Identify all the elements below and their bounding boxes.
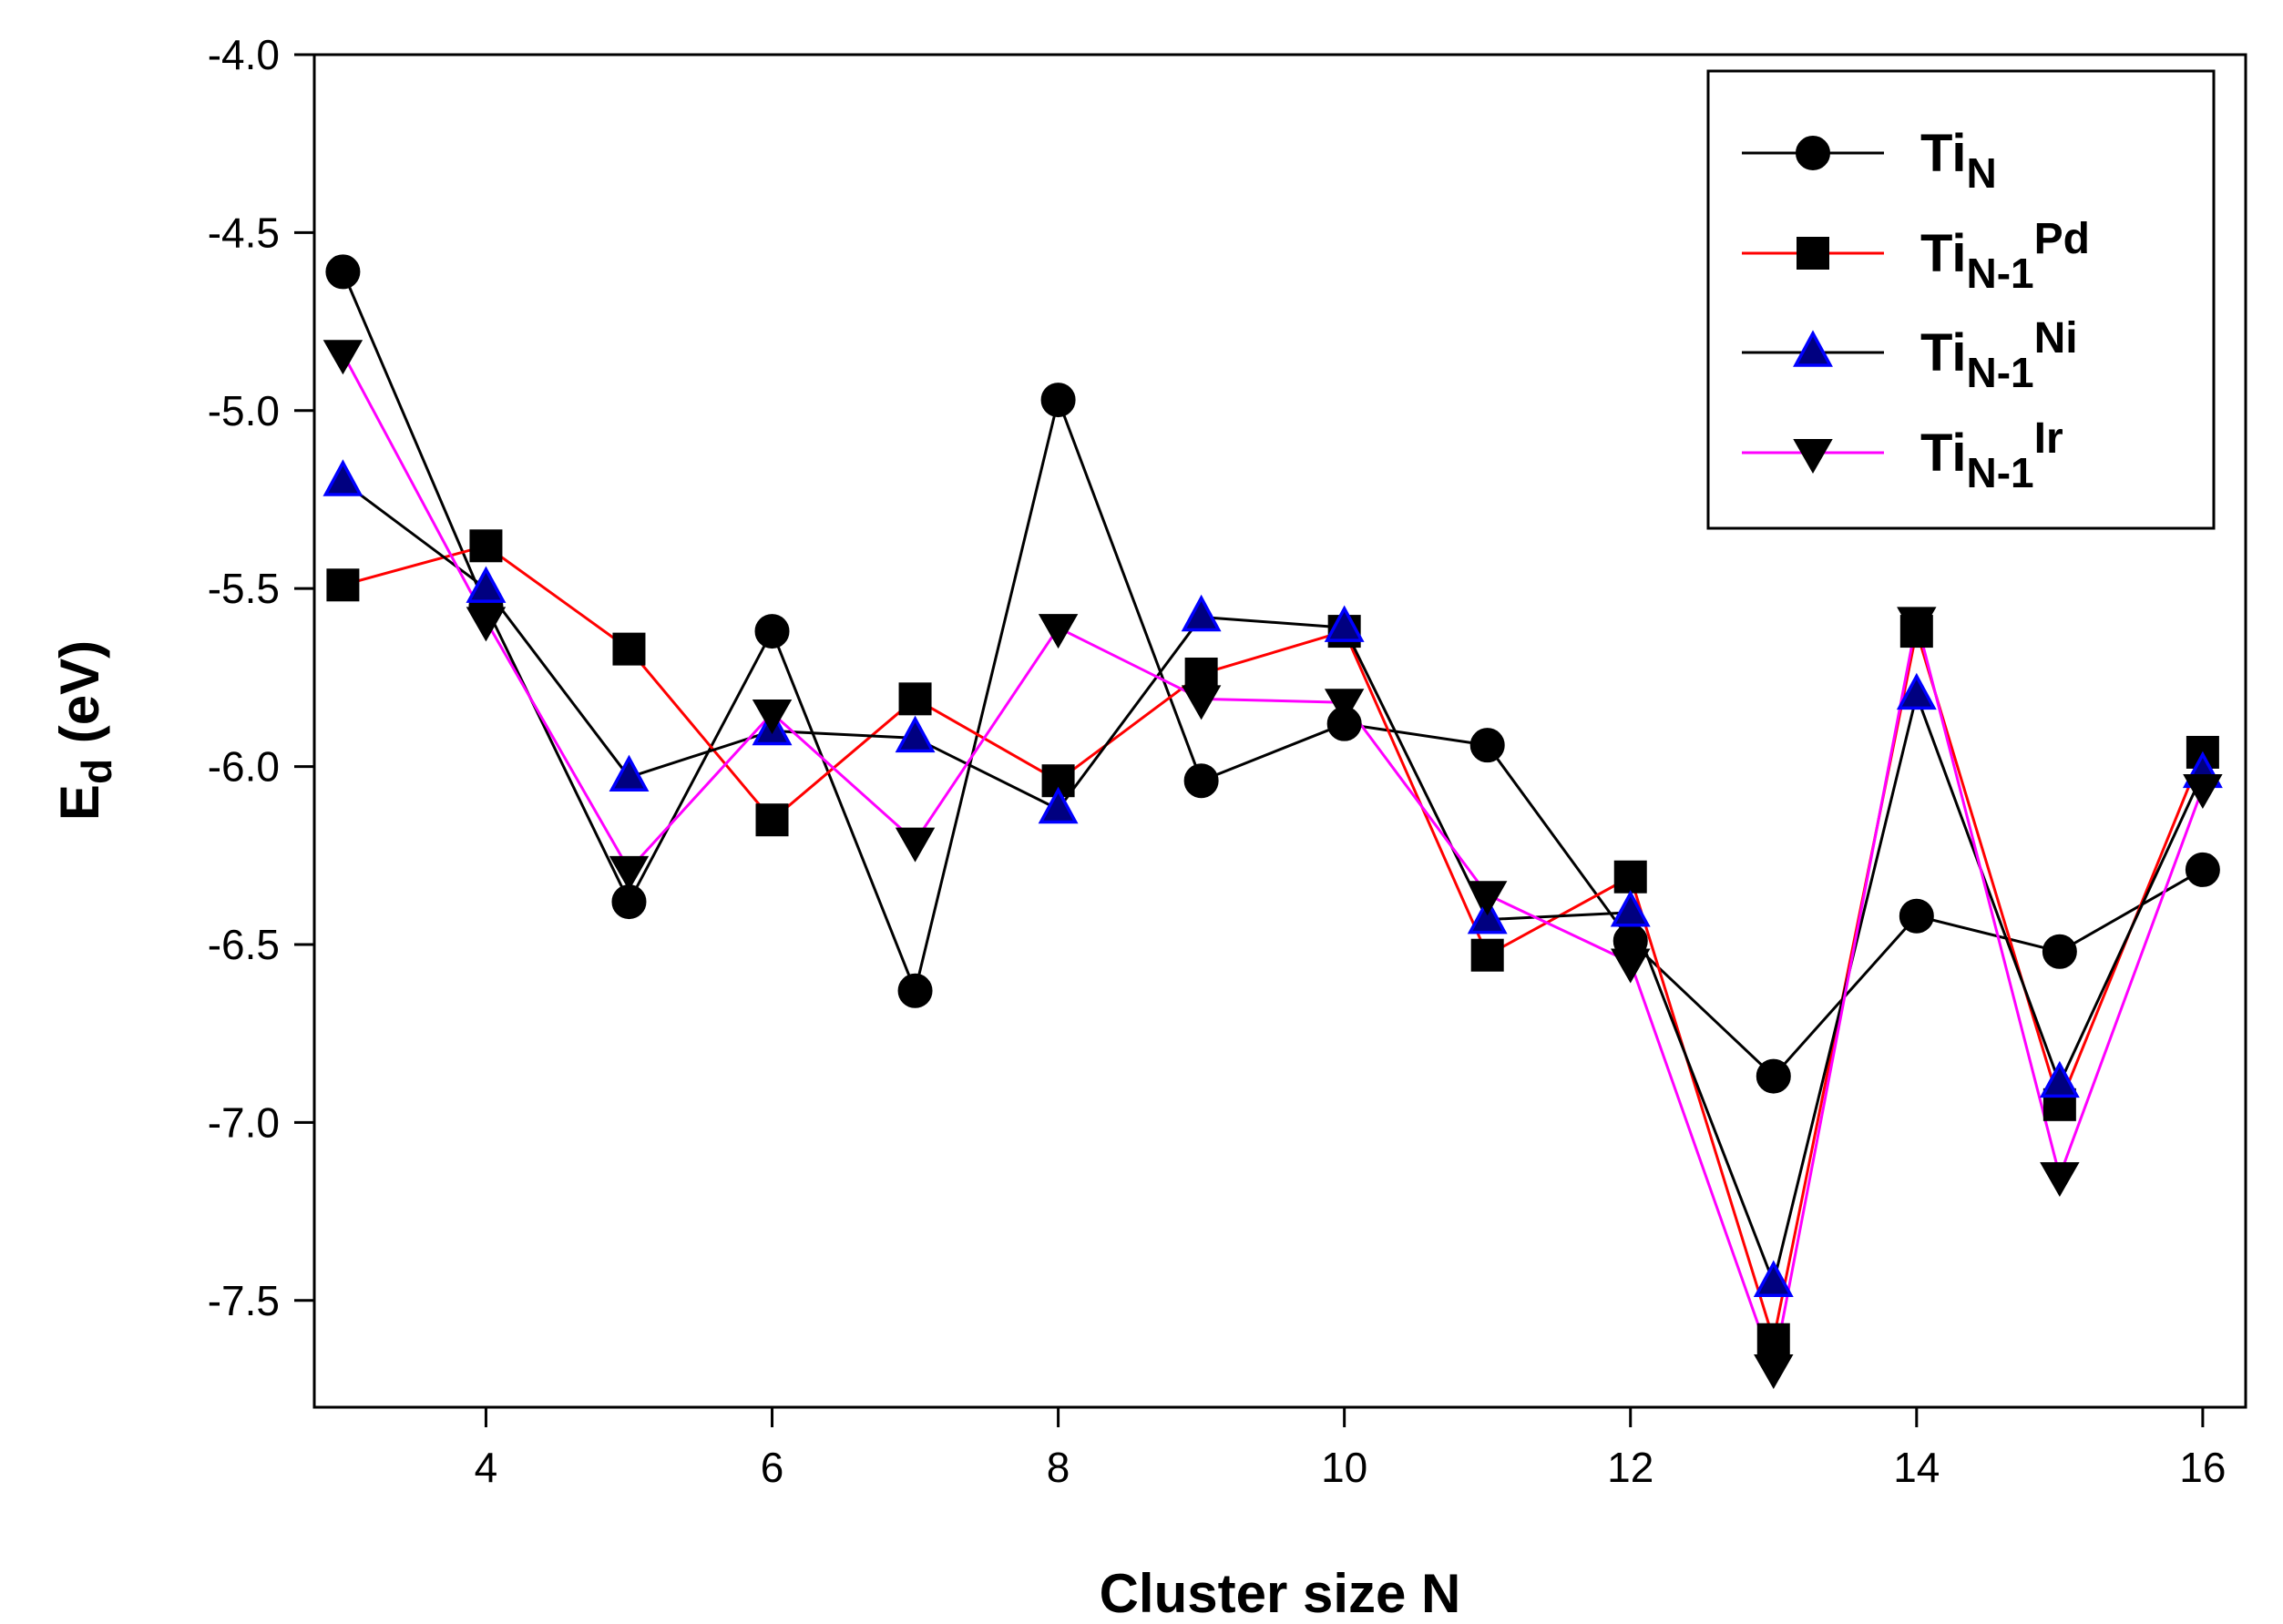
data-point-1 [898, 682, 932, 716]
data-point-2 [466, 566, 507, 603]
data-point-1 [612, 632, 646, 666]
data-point-3 [1754, 1354, 1794, 1390]
legend-label-sub: N-1 [1967, 449, 2034, 496]
data-point-3 [1038, 614, 1079, 649]
y-tick-label: -7.0 [208, 1098, 280, 1146]
legend-label: TiN-1Pd [1920, 215, 2090, 297]
axis-ticks: 4 6 8 10 12 14 16 -4.0 -4.5 -5.0 -5.5 -6.0 -6.5 -7.0 -… [208, 31, 2227, 1491]
legend-label-sup: Ni [2034, 314, 2078, 363]
data-point-0 [2185, 852, 2220, 887]
legend-label-sub: N [1967, 149, 1997, 197]
data-point-0 [1183, 763, 1219, 799]
legend-marker [1797, 237, 1829, 270]
data-point-1 [755, 803, 789, 837]
legend-marker [1796, 136, 1830, 170]
data-point-3 [466, 607, 507, 642]
data-point-0 [1040, 383, 1076, 418]
x-tick-label: 4 [475, 1444, 498, 1491]
x-axis-title: Cluster size N [1100, 1563, 1461, 1624]
series-line-0 [342, 271, 2204, 1078]
data-point-3 [1611, 948, 1651, 984]
data-point-2 [1610, 890, 1651, 927]
legend-label-sup: Ir [2034, 414, 2063, 463]
plot-area [312, 53, 2247, 1409]
x-tick-label: 16 [2179, 1444, 2226, 1491]
legend-label: TiN-1Ir [1920, 414, 2063, 496]
legend-label-sub: N-1 [1967, 349, 2034, 396]
data-point-1 [1470, 938, 1504, 972]
data-point-1 [1613, 860, 1647, 894]
data-point-2 [1038, 786, 1079, 824]
data-point-0 [1469, 728, 1505, 763]
legend-marker [1793, 330, 1833, 367]
data-point-0 [897, 973, 933, 1008]
data-point-2 [1324, 605, 1365, 642]
data-point-3 [752, 699, 793, 734]
data-point-2 [322, 459, 363, 496]
legend-label-sub: N-1 [1967, 250, 2034, 297]
legend-marker [1793, 439, 1833, 475]
data-point-3 [895, 827, 936, 863]
x-tick-label: 6 [761, 1444, 784, 1491]
y-tick-label: -4.0 [208, 31, 280, 78]
y-axis-title-rest: (eV) [49, 640, 110, 759]
y-tick-label: -5.5 [208, 565, 280, 612]
data-point-2 [1753, 1260, 1794, 1297]
data-point-3 [2040, 1161, 2080, 1198]
data-point-1 [1756, 1323, 1790, 1356]
y-tick-label: -6.5 [208, 921, 280, 968]
legend-label-main: Ti [1920, 224, 1967, 283]
data-point-0 [325, 254, 361, 290]
data-point-3 [1467, 881, 1508, 916]
data-point-0 [2042, 934, 2077, 969]
data-point-2 [1467, 896, 1508, 935]
data-point-3 [1897, 607, 1937, 642]
legend-label-sup: Pd [2034, 215, 2090, 263]
legend-label: TiN-1Ni [1920, 314, 2078, 396]
x-tick-label: 10 [1321, 1444, 1367, 1491]
legend-label: TiN [1920, 124, 1997, 197]
series-line-3 [342, 352, 2205, 1370]
data-point-0 [1899, 898, 1934, 934]
data-point-3 [1324, 689, 1365, 724]
y-axis-title-main: E [49, 784, 110, 821]
data-point-3 [2183, 774, 2223, 810]
legend-label-main: Ti [1920, 424, 1967, 483]
data-point-0 [754, 614, 790, 649]
series-line-2 [342, 480, 2205, 1284]
x-tick-label: 12 [1607, 1444, 1653, 1491]
data-point-2 [1896, 672, 1937, 710]
series-markers [322, 254, 2223, 1390]
y-tick-label: -6.0 [208, 743, 280, 791]
data-point-1 [326, 568, 360, 602]
y-tick-label: -5.0 [208, 387, 280, 434]
y-tick-label: -4.5 [208, 209, 280, 256]
data-point-1 [1184, 657, 1218, 690]
data-point-2 [2039, 1060, 2080, 1098]
y-tick-label: -7.5 [208, 1277, 280, 1324]
x-tick-label: 8 [1047, 1444, 1070, 1491]
data-point-2 [609, 754, 650, 792]
y-axis-title: Ed (eV) [49, 640, 120, 821]
data-point-2 [1181, 594, 1222, 632]
legend-label-main: Ti [1920, 124, 1967, 183]
data-point-2 [895, 715, 936, 753]
data-point-3 [1181, 685, 1222, 720]
series-lines [342, 271, 2205, 1370]
data-point-1 [469, 529, 503, 563]
data-point-3 [609, 855, 650, 891]
y-axis-title-sub: d [73, 759, 120, 784]
data-point-3 [322, 340, 363, 375]
legend-label-main: Ti [1920, 323, 1967, 383]
x-tick-label: 14 [1893, 1444, 1940, 1491]
data-point-0 [1756, 1058, 1791, 1094]
